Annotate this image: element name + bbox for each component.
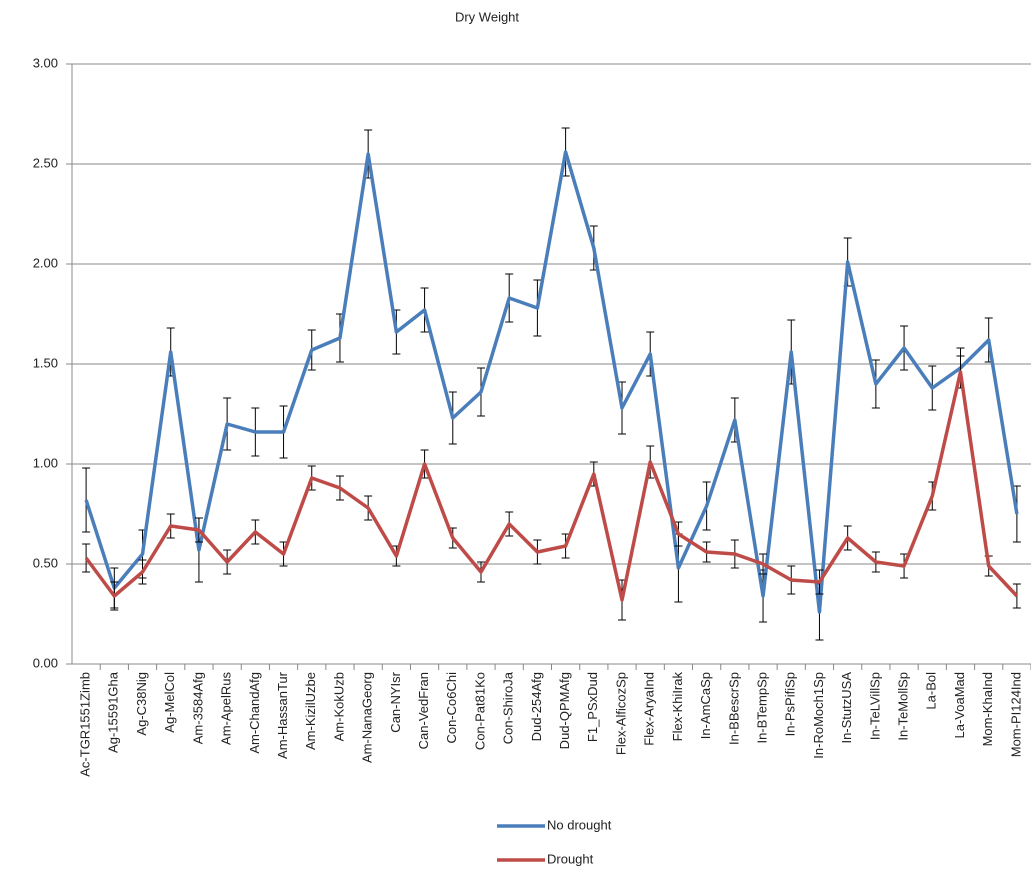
x-tick-label: Can-VedFran bbox=[416, 672, 431, 749]
x-tick-label: Con-Pat81Ko bbox=[472, 672, 487, 750]
y-tick-label: 1.00 bbox=[33, 455, 58, 470]
x-tick-label: Am-ChandAfg bbox=[247, 672, 262, 754]
x-tick-label: In-TeLVillSp bbox=[867, 672, 882, 740]
x-tick-label: Ag-MelCol bbox=[162, 672, 177, 733]
x-tick-label: Dud-254Afg bbox=[529, 672, 544, 741]
x-tick-label: Am-NanaGeorg bbox=[360, 672, 375, 763]
x-tick-label: Mom-PI124Ind bbox=[1008, 672, 1023, 757]
x-tick-label: In-BTempSp bbox=[754, 672, 769, 744]
x-tick-label: Flex-AlficozSp bbox=[613, 672, 628, 755]
x-tick-label: Ag-C38Nig bbox=[134, 672, 149, 736]
x-tick-label: Flex-KhiIrak bbox=[670, 672, 685, 742]
x-tick-label: In-StutzUSA bbox=[839, 672, 854, 744]
x-tick-label: Am-KokUzb bbox=[331, 672, 346, 741]
y-tick-label: 2.00 bbox=[33, 255, 58, 270]
x-tick-label: Am-3584Afg bbox=[190, 672, 205, 744]
series-line bbox=[84, 150, 1019, 614]
x-tick-label: In-AmCaSp bbox=[698, 672, 713, 739]
x-tick-label: Con-Co6Chi bbox=[444, 672, 459, 744]
x-tick-label: Am-ApelRus bbox=[219, 672, 234, 745]
legend-label: Drought bbox=[547, 851, 594, 866]
x-tick-label: In-BBescrSp bbox=[726, 672, 741, 745]
legend-label: No drought bbox=[547, 817, 612, 832]
x-tick-label: Con-ShiroJa bbox=[501, 671, 516, 744]
x-tick-label: Ag-15591Gha bbox=[106, 671, 121, 753]
x-tick-label: Flex-AryaInd bbox=[642, 672, 657, 746]
x-tick-label: In-PsPifiSp bbox=[783, 672, 798, 736]
y-tick-label: 0.50 bbox=[33, 555, 58, 570]
y-tick-label: 0.00 bbox=[33, 655, 58, 670]
x-tick-label: Am-HassanTur bbox=[275, 671, 290, 759]
x-tick-label: La-Bol bbox=[924, 672, 939, 710]
x-tick-label: Ac-TGR1551Zimb bbox=[78, 672, 93, 777]
x-tick-label: In-TeMollSp bbox=[896, 672, 911, 741]
x-tick-label: La-VoaMad bbox=[952, 672, 967, 739]
x-tick-label: Dud-QPMAfg bbox=[557, 672, 572, 749]
x-tick-label: Am-KizilUzbe bbox=[303, 672, 318, 750]
y-tick-label: 2.50 bbox=[33, 155, 58, 170]
x-tick-label: F1_PSxDud bbox=[585, 672, 600, 742]
x-tick-label: In-RoMoch1Sp bbox=[811, 672, 826, 759]
x-tick-label: Can-NYIsr bbox=[388, 671, 403, 732]
y-tick-label: 3.00 bbox=[33, 55, 58, 70]
chart-title: Dry Weight bbox=[455, 9, 519, 24]
x-tick-label: Mom-KhaInd bbox=[980, 672, 995, 746]
series-line bbox=[84, 370, 1019, 602]
y-tick-label: 1.50 bbox=[33, 355, 58, 370]
